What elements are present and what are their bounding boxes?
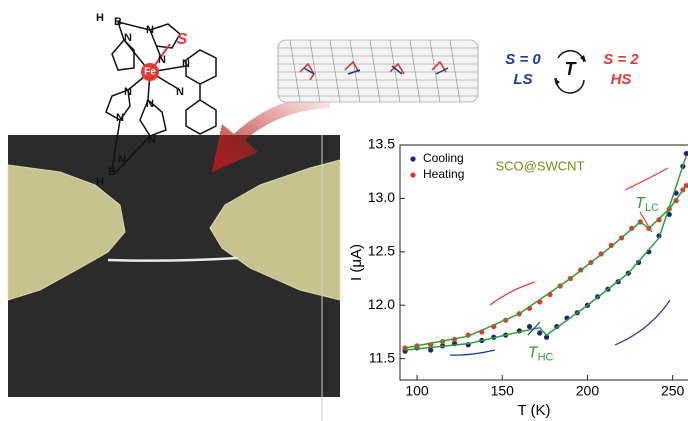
x-tick-label: 100 [405,383,429,399]
y-tick-label: 12.5 [368,243,395,259]
low-spin-label: LS [513,71,532,88]
direction-arrow [450,350,495,355]
y-tick-label: 13.0 [368,189,395,205]
atom-label: N [182,58,190,70]
high-spin-label: HS [611,71,632,88]
atom-label: N [146,98,154,110]
atom-label: N [158,54,166,66]
atom-label: H [96,12,104,24]
temperature-symbol: T [565,59,578,79]
direction-arrow [490,282,535,305]
sem-image [8,135,340,397]
atom-label: N [124,32,132,44]
annotation: TLC [635,195,659,214]
legend-marker [410,156,415,161]
y-axis-label: I (μA) [348,244,365,281]
atom-label: N [124,86,132,98]
fit-line [405,156,686,350]
atom-label: N [116,112,124,124]
chart-title: SCO@SWCNT [495,158,584,173]
legend-label: Heating [423,167,464,181]
atom-label: B [108,166,116,178]
atom-label: N [148,134,156,146]
x-tick-label: 200 [576,383,600,399]
legend-label: Cooling [423,151,464,165]
x-tick-label: 250 [661,383,685,399]
x-axis-label: T (K) [517,402,550,419]
direction-arrow [625,168,668,190]
data-point [537,330,542,335]
annotation: THC [528,345,554,364]
legend-marker [410,172,415,177]
atom-label: H [96,176,104,188]
figure: S = 0 LS S = 2 HS T 10015020025011.512.0… [0,0,688,421]
data-point [684,151,688,156]
atom-label: B [114,16,122,28]
atom-label: N [146,24,154,36]
plot: 100 150 200 250 11.5 12.0 12.5 13.0 13.5 T (K) I (… [348,136,688,419]
atom-label: S [177,31,188,48]
data-point [527,324,532,329]
low-spin: S = 0 [505,51,541,68]
nanotube [278,40,478,102]
x-tick-label: 150 [491,383,515,399]
atom-label: N [176,86,184,98]
atom-label: Fe [144,67,156,78]
y-tick-label: 11.5 [369,349,395,365]
atom-label: N [118,154,126,166]
direction-arrow [615,300,670,345]
high-spin: S = 2 [603,51,639,68]
y-tick-label: 12.0 [368,296,395,312]
y-tick-label: 13.5 [368,136,395,152]
